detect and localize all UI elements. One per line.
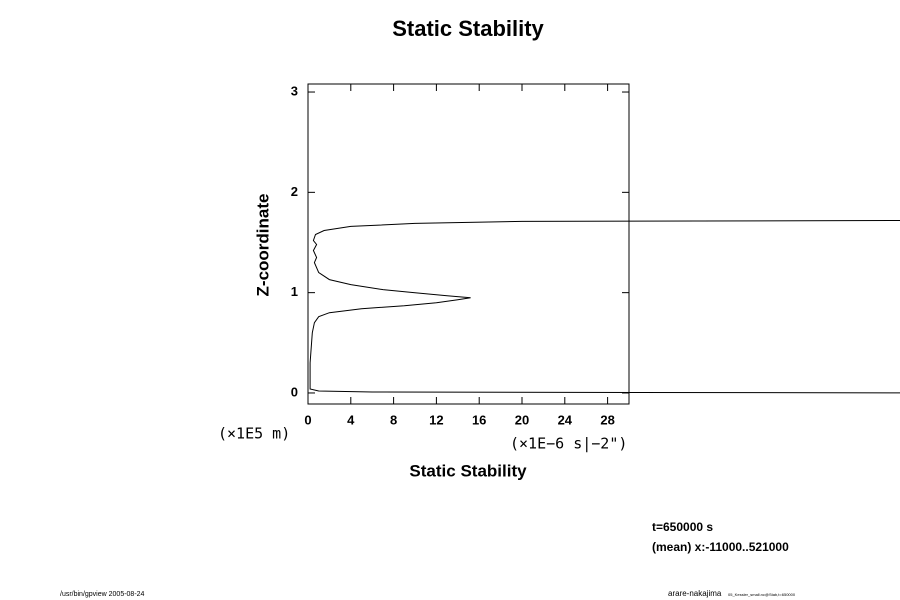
data-line: [309, 220, 900, 394]
x-tick-label: 28: [600, 412, 614, 427]
x-axis-label: Static Stability: [409, 461, 527, 480]
y-axis-label: Z-coordinate: [253, 194, 272, 297]
x-tick-label: 20: [515, 412, 529, 427]
x-tick-label: 8: [390, 412, 397, 427]
x-tick-label: 24: [558, 412, 573, 427]
annotation: (mean) x:-11000..521000: [652, 540, 789, 554]
y-tick-label: 3: [291, 83, 298, 98]
x-tick-label: 4: [347, 412, 355, 427]
y-tick-label: 1: [291, 284, 298, 299]
footer: arare-nakajima: [668, 589, 722, 598]
x-tick-label: 16: [472, 412, 486, 427]
y-tick-label: 2: [291, 184, 298, 199]
x-tick-label: 0: [304, 412, 311, 427]
y-unit: (×1E5 m): [218, 425, 290, 443]
x-tick-label: 12: [429, 412, 443, 427]
x-unit: (×1E−6 s|−2"): [510, 435, 627, 453]
y-tick-label: 0: [291, 384, 298, 399]
annotation: t=650000 s: [652, 520, 713, 534]
plot-frame: [307, 83, 630, 405]
chart-title: Static Stability: [392, 16, 544, 41]
footer: 05_Kessler_small.nc@Stab,t=650000: [728, 592, 796, 597]
footer: /usr/bin/gpview 2005-08-24: [60, 591, 145, 598]
